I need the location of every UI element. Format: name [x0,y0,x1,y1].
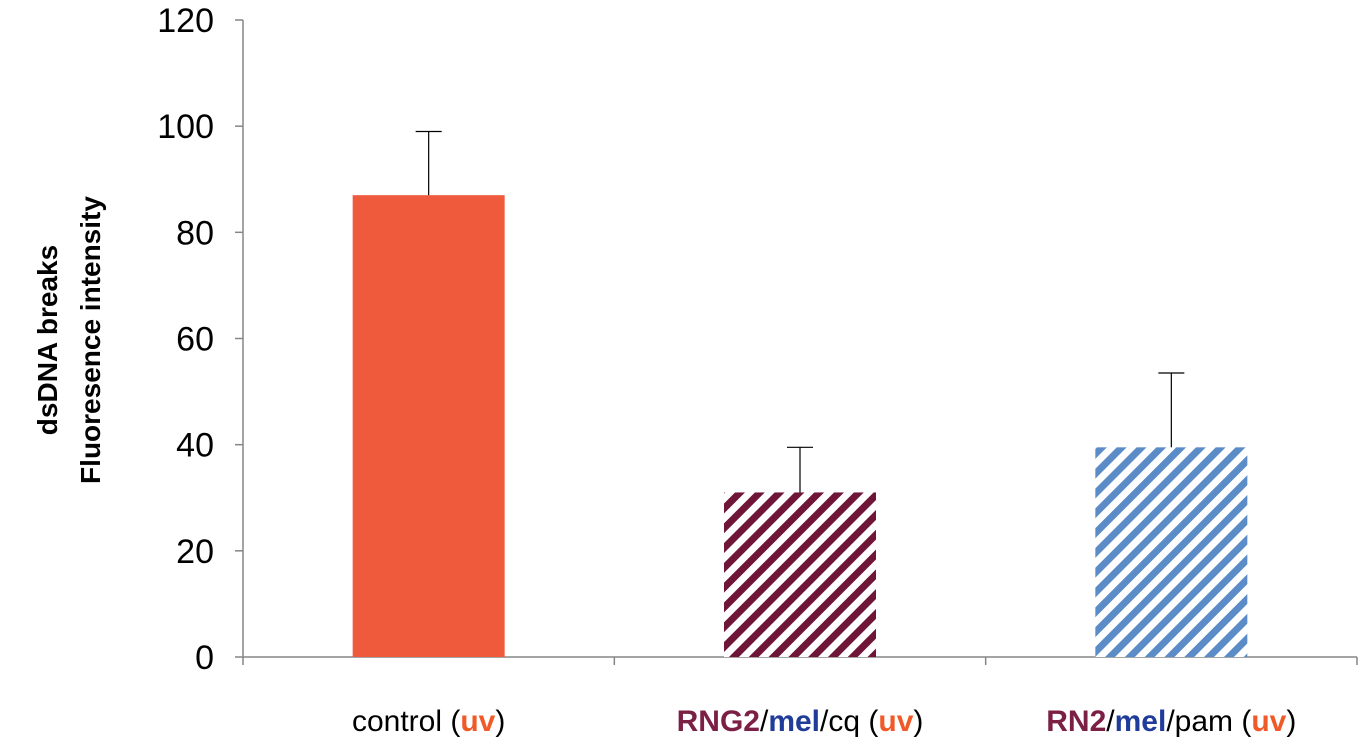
y-tick-label: 100 [157,108,214,146]
y-tick-label: 80 [176,214,214,252]
category-label-segment: uv [460,705,495,738]
category-label-segment: RNG2 [677,705,760,738]
y-ticks: 0 20 40 60 80 100 120 [157,2,243,677]
y-tick-label: 60 [176,321,214,359]
bar [1095,447,1248,657]
category-label-segment: / [1106,705,1115,738]
y-tick-label: 120 [157,2,214,40]
y-axis-title-line-1: dsDNA breaks [32,245,63,435]
category-label: control (uv) [352,705,505,738]
category-label-segment: control ( [352,705,460,738]
y-axis-title-line-2: Fluoresence intensity [75,196,106,484]
category-label-segment: uv [1251,705,1286,738]
y-tick-label: 20 [176,533,214,571]
category-label-segment: mel [768,705,820,738]
category-label-segment: / [760,705,769,738]
category-label: RN2/mel/pam (uv) [1046,705,1296,738]
category-label-segment: /pam ( [1166,705,1251,738]
category-label-segment: ) [495,705,505,738]
category-labels: control (uv) RNG2/mel/cq (uv) RN2/mel/pam … [352,705,1296,738]
category-label-segment: ) [913,705,923,738]
category-label-segment: RN2 [1046,705,1106,738]
y-tick-label: 40 [176,427,214,465]
error-bars [415,130,1185,493]
y-axis-title: dsDNA breaks Fluoresence intensity [32,196,106,484]
bar [352,195,505,658]
category-label-segment: uv [878,705,913,738]
y-tick-label: 0 [195,639,214,677]
category-label-segment: /cq ( [820,705,878,738]
bars [352,195,1248,658]
category-label-segment: mel [1115,705,1167,738]
category-label-segment: ) [1286,705,1296,738]
bar [724,492,876,657]
category-label: RNG2/mel/cq (uv) [677,705,924,738]
